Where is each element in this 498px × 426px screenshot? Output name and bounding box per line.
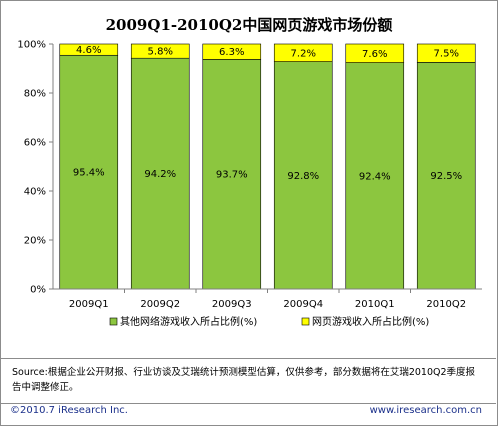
data-label: 94.2%	[144, 169, 176, 180]
data-label: 7.5%	[434, 49, 459, 60]
bars: 95.4% 4.6% 94.2% 5.8% 93.7% 6.3% 92.8% 7.2% 92.4…	[59, 43, 476, 290]
data-label: 92.5%	[430, 171, 462, 182]
data-label: 93.7%	[216, 170, 248, 181]
x-tick-label: 2009Q1	[69, 299, 109, 310]
y-tick-label: 80%	[24, 89, 46, 100]
chart-title: 2009Q1-2010Q2中国网页游戏市场份额	[106, 16, 393, 34]
footer-separator	[0, 403, 496, 404]
source-note: Source:根据企业公开财报、行业访谈及艾瑞统计预测模型估算，仅供参考，部分数…	[12, 367, 476, 393]
bar-web-games	[345, 43, 405, 63]
bar-other-games	[59, 54, 119, 290]
legend-swatch-web-games	[301, 317, 310, 326]
data-label: 95.4%	[73, 168, 105, 179]
x-tick-label: 2010Q1	[355, 299, 395, 310]
legend-label: 其他网络游戏收入所占比例(%)	[120, 315, 257, 328]
data-label: 6.3%	[219, 47, 244, 58]
note-separator	[0, 358, 496, 359]
legend-label: 网页游戏收入所占比例(%)	[312, 315, 429, 328]
bar-web-games	[273, 43, 333, 62]
legend-swatch-other-games	[109, 317, 118, 326]
bar-other-games	[130, 57, 190, 290]
bar-web-games	[416, 43, 476, 63]
copyright-text: ©2010.7 iResearch Inc.	[10, 405, 128, 416]
bar-web-games	[59, 43, 119, 56]
bar-web-games	[202, 43, 262, 60]
data-label: 7.2%	[291, 48, 316, 59]
x-tick-label: 2009Q2	[140, 299, 180, 310]
bar-web-games	[130, 43, 190, 59]
legend: 其他网络游戏收入所占比例(%) 网页游戏收入所占比例(%)	[109, 315, 429, 328]
x-axis: 2009Q1 2009Q2 2009Q3 2009Q4 2010Q1 2010Q2	[53, 288, 482, 310]
y-axis: 0% 20% 40% 60% 80% 100%	[17, 40, 54, 296]
y-tick-label: 0%	[30, 285, 46, 296]
website-link[interactable]: www.iresearch.com.cn	[369, 405, 482, 416]
data-label: 5.8%	[148, 47, 173, 58]
x-tick-label: 2009Q3	[212, 299, 252, 310]
data-label: 4.6%	[76, 45, 101, 56]
data-label: 92.4%	[359, 171, 391, 182]
x-tick-label: 2009Q4	[283, 299, 323, 310]
data-label: 92.8%	[287, 171, 319, 182]
x-tick-label: 2010Q2	[426, 299, 466, 310]
y-tick-label: 60%	[24, 138, 46, 149]
y-tick-label: 40%	[24, 187, 46, 198]
bar-other-games	[345, 62, 405, 290]
bar-other-games	[273, 61, 333, 290]
y-tick-label: 20%	[24, 236, 46, 247]
y-tick-label: 100%	[17, 40, 46, 51]
data-label: 7.6%	[362, 49, 387, 60]
